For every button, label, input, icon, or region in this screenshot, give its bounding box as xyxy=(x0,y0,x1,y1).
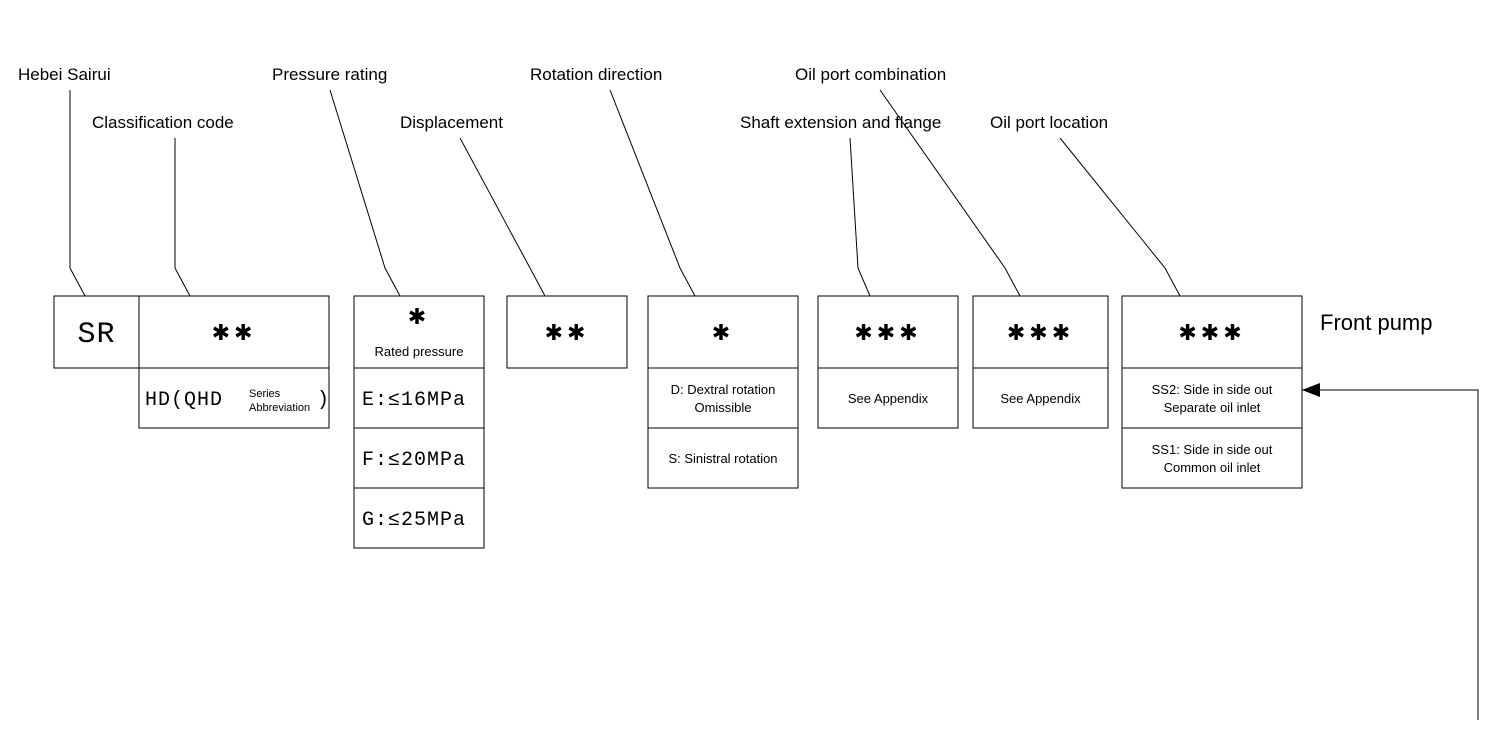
svg-text:SR: SR xyxy=(77,318,115,352)
svg-text:Separate oil inlet: Separate oil inlet xyxy=(1164,400,1261,415)
svg-text:✱✱✱: ✱✱✱ xyxy=(1007,320,1074,345)
svg-text:Pressure rating: Pressure rating xyxy=(272,65,387,84)
svg-text:HD(QHD: HD(QHD xyxy=(145,389,223,412)
svg-text:S: Sinistral rotation: S: Sinistral rotation xyxy=(668,451,777,466)
svg-text:Oil port combination: Oil port combination xyxy=(795,65,946,84)
svg-text:SS1: Side in side out: SS1: Side in side out xyxy=(1152,442,1273,457)
svg-text:Series: Series xyxy=(249,388,281,400)
svg-text:Shaft extension and flange: Shaft extension and flange xyxy=(740,113,941,132)
svg-text:✱✱: ✱✱ xyxy=(545,320,590,345)
svg-text:Abbreviation: Abbreviation xyxy=(249,402,310,414)
svg-text:Oil port location: Oil port location xyxy=(990,113,1108,132)
svg-text:Common oil inlet: Common oil inlet xyxy=(1164,460,1261,475)
svg-text:See Appendix: See Appendix xyxy=(848,391,929,406)
svg-text:E:≤16MPa: E:≤16MPa xyxy=(362,389,466,412)
svg-text:Hebei Sairui: Hebei Sairui xyxy=(18,65,111,84)
svg-text:Rated pressure: Rated pressure xyxy=(375,344,464,359)
svg-text:SS2: Side in side out: SS2: Side in side out xyxy=(1152,382,1273,397)
svg-text:Displacement: Displacement xyxy=(400,113,503,132)
svg-text:D: Dextral rotation: D: Dextral rotation xyxy=(671,382,776,397)
svg-text:Omissible: Omissible xyxy=(694,400,751,415)
svg-text:Rotation direction: Rotation direction xyxy=(530,65,662,84)
svg-text:✱: ✱ xyxy=(408,304,430,329)
svg-text:✱✱✱: ✱✱✱ xyxy=(1178,320,1245,345)
svg-text:Front pump: Front pump xyxy=(1320,310,1433,335)
svg-text:): ) xyxy=(317,389,330,412)
svg-text:G:≤25MPa: G:≤25MPa xyxy=(362,509,466,532)
svg-text:See Appendix: See Appendix xyxy=(1000,391,1081,406)
svg-text:F:≤20MPa: F:≤20MPa xyxy=(362,449,466,472)
svg-text:✱: ✱ xyxy=(712,320,734,345)
svg-text:✱✱: ✱✱ xyxy=(212,320,257,345)
svg-text:Classification code: Classification code xyxy=(92,113,234,132)
svg-text:✱✱✱: ✱✱✱ xyxy=(854,320,921,345)
